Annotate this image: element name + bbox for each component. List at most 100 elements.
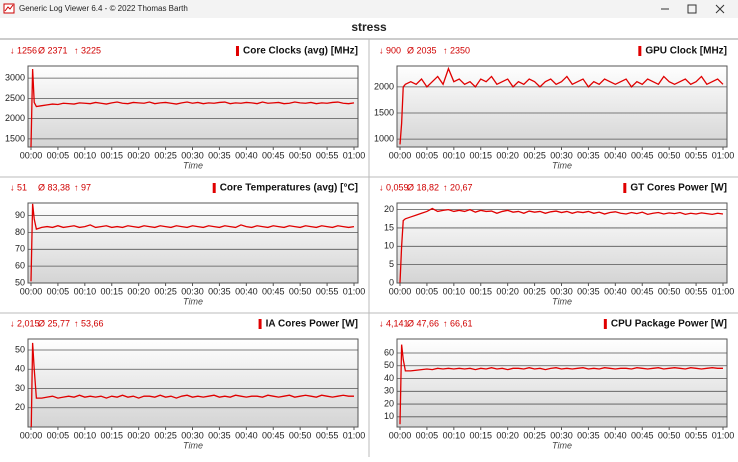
- x-tick-label: 01:00: [343, 286, 366, 296]
- stat-label: ↑ 3225: [74, 45, 101, 55]
- x-tick-label: 01:00: [712, 286, 735, 296]
- x-tick-label: 00:45: [631, 286, 654, 296]
- x-tick-label: 00:55: [685, 150, 708, 160]
- x-tick-label: 00:15: [100, 150, 123, 160]
- x-tick-label: 00:00: [389, 430, 412, 440]
- title-marker: [212, 183, 216, 193]
- stat-label: Ø 25,77: [38, 318, 70, 328]
- chart-title: IA Cores Power [W]: [266, 319, 358, 330]
- title-marker: [235, 46, 239, 56]
- series-line: [399, 344, 723, 425]
- stat-label: ↑ 53,66: [74, 318, 104, 328]
- stat-label: ↑ 66,61: [443, 318, 473, 328]
- x-tick-label: 00:15: [100, 286, 123, 296]
- stat-label: Ø 2371: [38, 45, 68, 55]
- x-tick-label: 00:45: [262, 150, 285, 160]
- y-tick-label: 0: [389, 277, 394, 287]
- x-tick-label: 00:40: [604, 286, 627, 296]
- app-icon-line: [4, 4, 14, 12]
- x-tick-label: 00:25: [154, 150, 177, 160]
- y-tick-label: 2500: [5, 93, 25, 103]
- x-axis-label: Time: [183, 440, 203, 450]
- y-tick-label: 5: [389, 259, 394, 269]
- stat-label: ↓ 900: [379, 45, 401, 55]
- x-tick-label: 00:20: [127, 430, 150, 440]
- stat-label: Ø 2035: [407, 45, 437, 55]
- x-tick-label: 00:35: [208, 150, 231, 160]
- x-tick-label: 00:05: [416, 430, 439, 440]
- stat-label: ↑ 97: [74, 182, 91, 192]
- x-tick-label: 01:00: [343, 150, 366, 160]
- title-marker: [638, 46, 642, 56]
- x-tick-label: 00:45: [262, 286, 285, 296]
- x-tick-label: 00:15: [469, 286, 492, 296]
- x-tick-label: 00:10: [443, 150, 466, 160]
- x-tick-label: 00:55: [316, 430, 339, 440]
- stat-label: Ø 18,82: [407, 182, 439, 192]
- x-tick-label: 00:25: [523, 430, 546, 440]
- x-tick-label: 00:35: [577, 150, 600, 160]
- x-tick-label: 00:20: [127, 150, 150, 160]
- series-line: [399, 207, 724, 283]
- stat-label: ↑ 2350: [443, 45, 470, 55]
- x-tick-label: 00:30: [181, 430, 204, 440]
- y-tick-label: 50: [15, 277, 25, 287]
- x-tick-label: 00:35: [208, 286, 231, 296]
- y-tick-label: 3000: [5, 73, 25, 83]
- x-tick-label: 00:35: [577, 430, 600, 440]
- x-tick-label: 00:10: [74, 430, 97, 440]
- y-tick-label: 30: [384, 386, 394, 396]
- close-button[interactable]: [715, 4, 725, 14]
- y-tick-label: 1500: [374, 107, 394, 117]
- x-tick-label: 00:40: [235, 150, 258, 160]
- page-title: stress: [351, 20, 387, 34]
- x-tick-label: 00:30: [550, 286, 573, 296]
- y-tick-label: 15: [384, 222, 394, 232]
- x-tick-label: 00:50: [289, 286, 312, 296]
- x-tick-label: 00:10: [74, 286, 97, 296]
- series-line: [30, 69, 355, 147]
- x-tick-label: 00:20: [496, 150, 519, 160]
- chart-title: GPU Clock [MHz]: [645, 46, 727, 57]
- x-axis-label: Time: [552, 160, 572, 170]
- y-tick-label: 70: [15, 244, 25, 254]
- y-tick-label: 1500: [5, 133, 25, 143]
- x-tick-label: 00:55: [316, 150, 339, 160]
- maximize-button[interactable]: [687, 4, 697, 14]
- chart-title: Core Clocks (avg) [MHz]: [243, 46, 358, 57]
- x-tick-label: 00:10: [74, 150, 97, 160]
- series-line: [30, 203, 355, 282]
- plot-area: [27, 65, 359, 148]
- x-tick-label: 00:00: [389, 286, 412, 296]
- y-tick-label: 10: [384, 411, 394, 421]
- x-tick-label: 00:55: [685, 286, 708, 296]
- stat-label: ↓ 51: [10, 182, 27, 192]
- chart-title: Core Temperatures (avg) [°C]: [220, 183, 358, 194]
- series-line: [30, 342, 354, 427]
- plot-area: [396, 202, 728, 284]
- y-tick-label: 40: [384, 373, 394, 383]
- x-tick-label: 00:45: [631, 150, 654, 160]
- y-tick-label: 60: [15, 261, 25, 271]
- x-tick-label: 00:05: [416, 150, 439, 160]
- title-marker: [603, 319, 607, 329]
- x-tick-label: 00:30: [550, 430, 573, 440]
- x-tick-label: 00:05: [47, 286, 70, 296]
- x-tick-label: 00:30: [181, 150, 204, 160]
- x-tick-label: 00:30: [550, 150, 573, 160]
- x-tick-label: 00:20: [496, 286, 519, 296]
- series-line: [399, 66, 724, 145]
- plot-area: [396, 338, 728, 428]
- x-tick-label: 00:25: [154, 286, 177, 296]
- y-tick-label: 60: [384, 347, 394, 357]
- x-tick-label: 00:00: [20, 150, 43, 160]
- stat-label: ↓ 0,059: [379, 182, 409, 192]
- stat-label: ↓ 2,015: [10, 318, 40, 328]
- plot-area: [396, 65, 728, 148]
- x-axis-label: Time: [552, 440, 572, 450]
- y-tick-label: 10: [384, 241, 394, 251]
- x-tick-label: 00:30: [181, 286, 204, 296]
- x-tick-label: 00:45: [262, 430, 285, 440]
- x-tick-label: 00:15: [469, 430, 492, 440]
